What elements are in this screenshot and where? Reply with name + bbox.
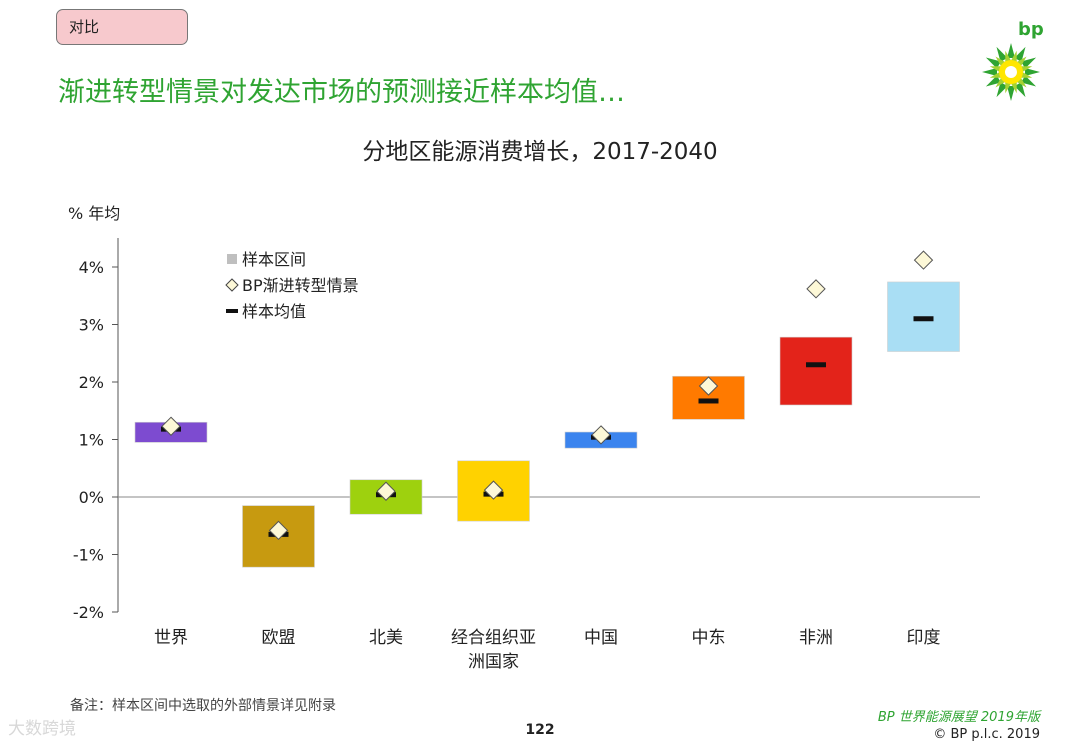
category-label: 洲国家: [468, 652, 519, 672]
bp-logo-text: bp: [1018, 19, 1044, 40]
category-label: 中国: [584, 628, 618, 648]
y-tick-label: 4%: [79, 258, 104, 277]
legend-marker-sample-mean: [226, 309, 238, 313]
y-tick-label: -2%: [73, 603, 104, 622]
y-tick-label: 3%: [79, 316, 104, 335]
sample-mean-marker: [913, 316, 934, 322]
y-tick-label: 1%: [79, 431, 104, 450]
page-headline: 渐进转型情景对发达市场的预测接近样本均值…: [58, 77, 625, 108]
range-bar: [779, 336, 853, 406]
category-label: 欧盟: [262, 628, 296, 648]
category-label: 北美: [369, 628, 403, 648]
legend-label: 样本均值: [242, 302, 306, 321]
watermark: 大数跨境: [8, 719, 76, 739]
y-tick-label: -1%: [73, 546, 104, 565]
legend-label: BP渐进转型情景: [242, 276, 359, 295]
bp-scenario-marker: [376, 481, 396, 501]
category-label: 非洲: [799, 628, 833, 648]
footnote: 备注：样本区间中选取的外部情景详见附录: [70, 698, 336, 714]
sample-mean-marker: [806, 362, 826, 368]
legend-marker-sample-range: [227, 254, 237, 264]
legend-label: 样本区间: [242, 250, 306, 269]
bp-scenario-marker: [268, 520, 289, 541]
bp-scenario-marker: [161, 416, 181, 436]
category-label: 中东: [692, 628, 726, 648]
y-tick-label: 2%: [79, 373, 104, 392]
bp-helios-logo: [982, 43, 1040, 101]
chart-title: 分地区能源消费增长，2017-2040: [362, 139, 718, 165]
bp-scenario-marker: [806, 279, 826, 299]
bp-scenario-marker: [913, 250, 934, 270]
sample-mean-marker: [698, 398, 719, 404]
y-axis-unit-label: % 年均: [68, 204, 121, 223]
y-tick-label: 0%: [79, 488, 104, 507]
brand-label: BP 世界能源展望 2019年版: [877, 710, 1040, 725]
page-number: 122: [525, 722, 555, 738]
category-label: 世界: [154, 628, 188, 648]
bp-scenario-marker: [483, 480, 504, 500]
bp-scenario-marker: [698, 376, 719, 396]
copyright: © BP p.l.c. 2019: [933, 727, 1040, 742]
category-label: 经合组织亚: [451, 628, 536, 648]
legend-marker-bp-scenario: [225, 278, 239, 292]
category-label: 印度: [907, 628, 941, 648]
bp-scenario-marker: [591, 425, 611, 445]
section-tag: 对比: [56, 9, 188, 45]
